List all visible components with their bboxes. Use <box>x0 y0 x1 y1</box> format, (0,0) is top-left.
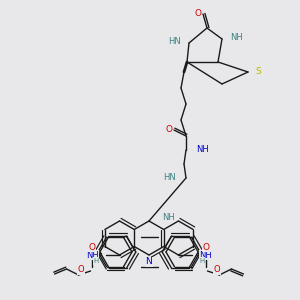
Text: O: O <box>166 124 172 134</box>
Text: N: N <box>146 257 152 266</box>
Text: NH: NH <box>196 146 209 154</box>
Text: H: H <box>93 258 99 264</box>
Text: O: O <box>203 242 210 251</box>
Text: S: S <box>255 68 261 76</box>
Text: NH: NH <box>200 250 212 260</box>
Text: HN: HN <box>168 37 181 46</box>
Text: O: O <box>194 10 202 19</box>
Text: NH: NH <box>162 212 175 221</box>
Text: O: O <box>78 266 85 274</box>
Text: NH: NH <box>230 32 243 41</box>
Text: O: O <box>88 242 95 251</box>
Text: H: H <box>200 258 205 264</box>
Text: HN: HN <box>163 173 176 182</box>
Text: NH: NH <box>86 250 99 260</box>
Text: O: O <box>213 266 220 274</box>
